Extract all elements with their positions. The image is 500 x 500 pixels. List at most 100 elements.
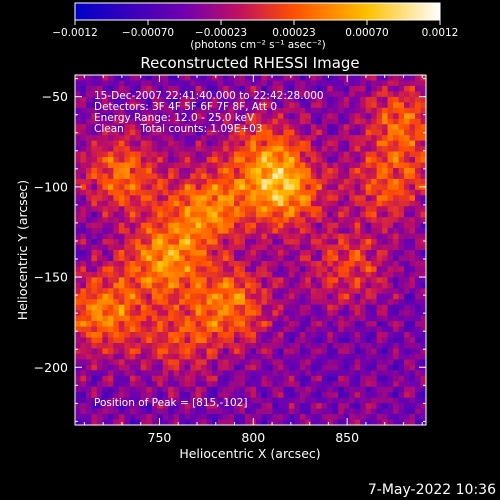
heatmap-cell: [91, 326, 98, 333]
heatmap-cell: [135, 348, 142, 355]
heatmap-cell: [255, 282, 263, 289]
heatmap-cell: [387, 178, 394, 185]
heatmap-cell: [124, 244, 131, 251]
heatmap-cell: [288, 146, 295, 153]
heatmap-cell: [415, 375, 422, 382]
heatmap-cell: [195, 392, 202, 399]
heatmap-cell: [85, 222, 93, 229]
heatmap-cell: [398, 364, 405, 371]
heatmap-cell: [173, 337, 180, 344]
heatmap-cell: [376, 299, 383, 306]
heatmap-cell: [398, 392, 405, 399]
heatmap-cell: [234, 419, 241, 426]
heatmap-cell: [327, 195, 334, 202]
info-line-counts: Clean Total counts: 1.09E+03: [94, 123, 263, 135]
heatmap-cell: [420, 375, 427, 382]
heatmap-cell: [255, 173, 263, 180]
heatmap-cell: [195, 359, 202, 366]
heatmap-cell: [195, 315, 202, 322]
heatmap-cell: [179, 403, 186, 410]
heatmap-cell: [250, 260, 257, 268]
heatmap-cell: [393, 359, 400, 366]
heatmap-cell: [338, 304, 345, 311]
heatmap-cell: [151, 403, 158, 410]
heatmap-cell: [234, 304, 241, 311]
heatmap-cell: [387, 321, 394, 328]
heatmap-cell: [107, 146, 114, 153]
heatmap-cell: [107, 375, 114, 382]
heatmap-cell: [288, 348, 295, 355]
heatmap-cell: [332, 75, 339, 82]
heatmap-cell: [201, 315, 208, 322]
heatmap-cell: [135, 370, 142, 377]
heatmap-cell: [245, 397, 252, 404]
heatmap-cell: [299, 118, 306, 125]
heatmap-cell: [190, 408, 197, 415]
heatmap-cell: [305, 239, 312, 246]
heatmap-cell: [173, 244, 180, 251]
heatmap-cell: [266, 184, 274, 191]
heatmap-cell: [102, 364, 109, 371]
heatmap-cell: [195, 414, 202, 421]
heatmap-cell: [234, 403, 241, 410]
heatmap-cell: [305, 189, 312, 196]
heatmap-cell: [277, 414, 284, 421]
heatmap-cell: [129, 315, 136, 322]
heatmap-cell: [129, 386, 136, 393]
heatmap-cell: [239, 107, 246, 114]
heatmap-cell: [140, 151, 147, 158]
heatmap-cell: [135, 118, 142, 125]
heatmap-cell: [420, 233, 427, 240]
heatmap-cell: [135, 419, 142, 426]
heatmap-cell: [217, 80, 224, 87]
heatmap-cell: [239, 167, 246, 175]
heatmap-cell: [91, 113, 98, 120]
heatmap-cell: [201, 222, 208, 229]
heatmap-cell: [250, 266, 257, 273]
heatmap-cell: [266, 244, 274, 251]
heatmap-cell: [316, 107, 323, 114]
heatmap-cell: [245, 299, 252, 306]
heatmap-cell: [266, 217, 274, 224]
heatmap-cell: [173, 195, 180, 202]
heatmap-cell: [365, 315, 372, 322]
heatmap-cell: [146, 332, 153, 339]
heatmap-cell: [91, 162, 98, 169]
heatmap-cell: [420, 217, 427, 224]
heatmap-cell: [316, 75, 323, 82]
x-axis-tick-label: 850: [335, 430, 359, 445]
heatmap-cell: [409, 206, 416, 213]
heatmap-cell: [382, 135, 389, 142]
heatmap-cell: [321, 96, 328, 103]
heatmap-cell: [75, 135, 82, 142]
heatmap-cell: [404, 107, 411, 114]
heatmap-cell: [190, 228, 197, 235]
heatmap-cell: [80, 342, 87, 350]
heatmap-cell: [409, 85, 416, 93]
heatmap-cell: [316, 151, 323, 158]
heatmap-cell: [129, 157, 136, 164]
heatmap-cell: [206, 403, 213, 410]
heatmap-cell: [393, 178, 400, 185]
heatmap-cell: [404, 315, 411, 322]
heatmap-cell: [96, 167, 104, 175]
heatmap-cell: [316, 403, 323, 410]
heatmap-cell: [261, 195, 268, 202]
heatmap-cell: [102, 375, 109, 382]
heatmap-cell: [266, 266, 274, 273]
heatmap-cell: [338, 211, 345, 218]
heatmap-cell: [299, 85, 306, 93]
heatmap-cell: [151, 75, 158, 82]
heatmap-cell: [376, 80, 383, 87]
heatmap-cell: [206, 332, 213, 339]
heatmap-cell: [338, 151, 345, 158]
heatmap-cell: [305, 124, 312, 131]
heatmap-cell: [376, 91, 383, 98]
heatmap-cell: [409, 239, 416, 246]
heatmap-cell: [409, 310, 416, 317]
heatmap-cell: [107, 135, 114, 142]
heatmap-cell: [376, 140, 383, 147]
heatmap-cell: [338, 386, 345, 393]
heatmap-cell: [305, 310, 312, 317]
heatmap-cell: [266, 277, 274, 284]
